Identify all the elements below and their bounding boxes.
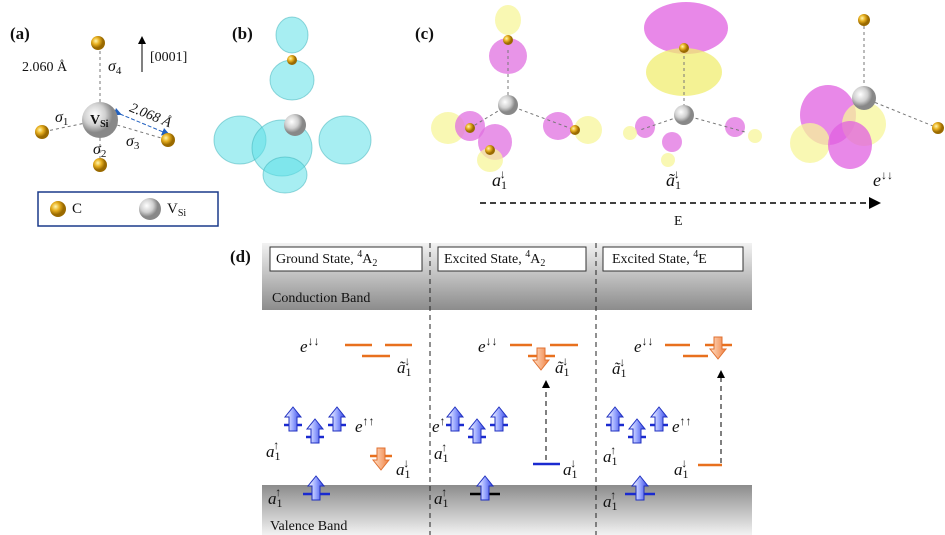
label-part: 1 — [63, 116, 69, 128]
label-part: ↑↑ — [363, 414, 375, 428]
state-title: Ground State, 4A2 — [276, 249, 377, 269]
label-part: ↓ — [500, 167, 506, 181]
label-part: Si — [100, 119, 109, 130]
level-label: e↑↑ — [355, 414, 375, 436]
label-part: ↓↓ — [486, 334, 498, 348]
level-label: e↑↑ — [672, 414, 692, 436]
label-part: ↓ — [674, 167, 680, 181]
label-part: Ground State, — [276, 252, 357, 267]
level-label: e↓↓ — [300, 334, 320, 356]
label-part: ↑ — [441, 440, 447, 454]
spin-up — [285, 407, 301, 431]
label-part: ↑ — [275, 485, 281, 499]
level-label: a1↓ — [396, 456, 411, 481]
sigma-label: σ1 — [55, 109, 68, 128]
label-part: ↓↓ — [881, 168, 893, 182]
sigma-label: σ2 — [93, 141, 106, 160]
label-part: Si — [178, 208, 187, 219]
spin-up — [491, 407, 507, 431]
figure: (a)(b)(c)(d)2.060 Å[0001]2.068 Åσ1σ2σ3σ4… — [0, 0, 945, 535]
spin-up — [629, 419, 645, 443]
label-part: V — [90, 113, 100, 128]
label: (c) — [415, 24, 434, 43]
label-part: ↓↓ — [308, 334, 320, 348]
state-title: Excited State, 4E — [612, 249, 707, 267]
panel-c — [431, 2, 944, 203]
label: Valence Band — [270, 519, 347, 534]
orbital-label: ã1↓ — [666, 167, 681, 192]
label-part: 2 — [372, 258, 377, 269]
panel-b — [214, 17, 371, 193]
label: Conduction Band — [272, 291, 370, 306]
label-part: ↑ — [441, 485, 447, 499]
label-part: ↑ — [273, 438, 279, 452]
label-part: ↓ — [403, 456, 409, 470]
label-part: 3 — [134, 140, 140, 152]
label-part: ↓ — [562, 354, 568, 368]
level-label: e↓↓ — [478, 334, 498, 356]
level-label: a1↑ — [266, 438, 281, 463]
orbital-label: e↓↓ — [873, 168, 893, 190]
label-part: 2 — [540, 258, 545, 269]
level-label: ã1↓ — [555, 354, 570, 379]
panel-d — [262, 243, 752, 535]
label: [0001] — [150, 50, 187, 65]
label-part: ↑ — [610, 443, 616, 457]
orbital-label: a1↓ — [492, 167, 507, 192]
level-label: ã1↓ — [397, 354, 412, 379]
spin-up — [607, 407, 623, 431]
spin-up — [329, 407, 345, 431]
level-label: a1↑ — [268, 485, 283, 510]
label-part: ↓ — [404, 354, 410, 368]
label: 2.060 Å — [22, 59, 68, 75]
sigma-label: σ3 — [126, 133, 140, 152]
label-part: V — [167, 201, 178, 217]
legend-label: C — [72, 201, 82, 217]
label: (b) — [232, 24, 253, 43]
label: E — [674, 214, 683, 229]
spin-down — [533, 348, 549, 370]
label-part: ↓ — [619, 355, 625, 369]
label-part: ↑↑ — [680, 414, 692, 428]
label: (d) — [230, 247, 251, 266]
state-title: Excited State, 4A2 — [444, 249, 545, 269]
label-part: 4 — [116, 65, 122, 77]
label-part: Excited State, — [444, 252, 525, 267]
label-part: ↓ — [570, 456, 576, 470]
label-part: ↓↓ — [642, 334, 654, 348]
spin-up — [307, 419, 323, 443]
label: (a) — [10, 24, 30, 43]
level-label: a1↑ — [603, 443, 618, 468]
level-label: ã1↓ — [612, 355, 627, 380]
spin-down — [373, 448, 389, 470]
label-part: ↑ — [440, 414, 446, 428]
level-label: a1↑ — [434, 485, 449, 510]
level-label: a1↓ — [563, 456, 578, 481]
level-label: e↓↓ — [634, 334, 654, 356]
label-part: E — [698, 252, 707, 267]
level-label: e↑ — [432, 414, 446, 436]
label-part: Excited State, — [612, 252, 693, 267]
label-part: C — [72, 201, 82, 217]
legend-label: VSi — [167, 201, 186, 219]
level-label: a1↑ — [434, 440, 449, 465]
label-part: 2 — [101, 148, 107, 160]
spin-up — [447, 407, 463, 431]
label-part: e — [873, 170, 881, 190]
sigma-label: σ4 — [108, 58, 122, 77]
label-part: ↓ — [681, 456, 687, 470]
level-label: a1↑ — [603, 488, 618, 513]
spin-up — [651, 407, 667, 431]
spin-down — [710, 337, 726, 359]
level-label: a1↓ — [674, 456, 689, 481]
label-part: ↑ — [610, 488, 616, 502]
spin-up — [469, 419, 485, 443]
